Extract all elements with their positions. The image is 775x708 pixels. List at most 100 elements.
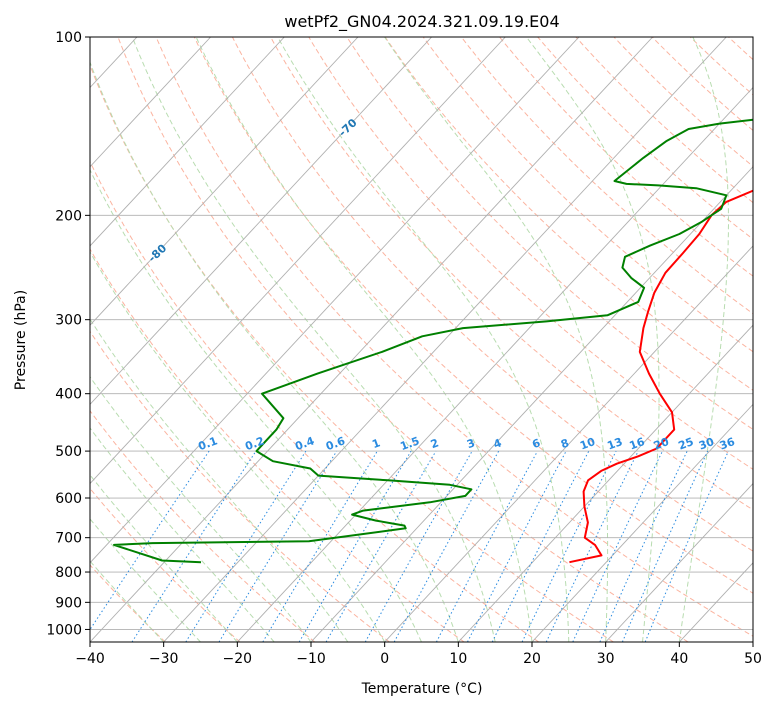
- moist-adiabat: [131, 37, 496, 642]
- y-tick-label: 1000: [46, 622, 82, 638]
- dry-adiabat: [231, 37, 753, 552]
- mixing-ratio-line: [521, 450, 617, 642]
- mixing-ratio-line: [131, 450, 257, 642]
- y-tick-label: 600: [55, 491, 82, 507]
- isotherm-line: [90, 37, 506, 485]
- isotherm-line: [90, 37, 653, 642]
- x-tick-label: −30: [149, 651, 179, 667]
- dry-adiabat: [461, 37, 753, 315]
- x-tick-label: 20: [523, 651, 541, 667]
- moist-adiabat: [90, 60, 459, 642]
- moist-adiabat: [90, 518, 201, 642]
- y-tick-label: 900: [55, 595, 82, 611]
- moist-adiabat: [277, 37, 570, 642]
- dry-adiabat: [155, 37, 753, 637]
- moist-adiabat: [195, 37, 533, 642]
- sounding-traces: [113, 118, 753, 564]
- mixing-ratio-label: 4: [492, 436, 504, 451]
- mixing-ratio-label: 1: [370, 436, 382, 451]
- isotherm-label-bg: [338, 120, 357, 133]
- mixing-ratio-label: 8: [559, 436, 571, 451]
- y-axis-label: Pressure (hPa): [13, 290, 29, 390]
- isotherm-line: [237, 86, 753, 642]
- isotherm-line: [310, 166, 753, 642]
- isotherm-line: [605, 482, 753, 642]
- mixing-ratio-line: [364, 450, 473, 642]
- y-tick-label: 400: [55, 387, 82, 403]
- y-tick-label: 200: [55, 208, 82, 224]
- moist-adiabat: [526, 37, 660, 642]
- moist-adiabat: [384, 37, 609, 642]
- x-tick-label: −20: [223, 651, 253, 667]
- background-lines: [90, 37, 753, 642]
- isotherm-line: [90, 37, 580, 564]
- isotherm-line: [384, 245, 753, 642]
- mixing-ratio-line: [393, 450, 500, 642]
- dry-adiabat: [270, 37, 753, 511]
- y-tick-label: 300: [55, 313, 82, 329]
- mixing-ratio-label: 1.5: [399, 434, 422, 453]
- isotherm-label-bg: [148, 245, 167, 258]
- isotherm-line: [90, 37, 432, 406]
- mixing-ratio-line: [218, 450, 338, 642]
- mixing-ratio-line: [621, 450, 709, 642]
- mixing-ratio-line: [644, 450, 729, 642]
- x-tick-label: 10: [449, 651, 467, 667]
- dry-adiabat: [90, 63, 614, 642]
- plot-frame: [89, 36, 754, 643]
- mixing-ratio-label: 0.6: [324, 434, 347, 453]
- mixing-ratio-label: 0.4: [293, 434, 316, 453]
- isotherm-line: [90, 37, 359, 326]
- moist-adiabat: [90, 474, 238, 642]
- mixing-ratio-label: 36: [718, 435, 737, 453]
- dry-adiabat: [537, 37, 753, 240]
- y-tick-label: 500: [55, 444, 82, 460]
- dry-adiabat: [90, 248, 465, 642]
- x-tick-label: −40: [75, 651, 105, 667]
- mixing-ratio-label: 0.2: [243, 434, 266, 453]
- mixing-ratio-label: 13: [606, 435, 625, 452]
- dry-adiabat: [90, 487, 241, 642]
- mixing-ratio-label: 20: [652, 435, 671, 453]
- mixing-ratio-label: 30: [697, 435, 716, 453]
- mixing-ratio-label: 2: [429, 436, 441, 451]
- dry-adiabat: [613, 37, 753, 167]
- isotherm-line: [458, 324, 753, 642]
- moist-adiabat: [678, 37, 729, 642]
- isotherm-line: [531, 403, 753, 642]
- mixing-ratio-label: 25: [677, 435, 696, 452]
- dry-adiabat: [384, 37, 753, 391]
- mixing-ratio-label: 0.1: [196, 434, 219, 453]
- y-tick-label: 100: [55, 30, 82, 46]
- isotherm-line: [90, 37, 211, 168]
- dry-adiabat: [575, 37, 753, 204]
- x-axis-label: Temperature (°C): [361, 681, 483, 697]
- mixing-ratio-label: 10: [578, 435, 597, 453]
- mixing-ratio-label: 6: [531, 436, 543, 451]
- axes-ticks: −40 −30 −20 −10 0 10 20 30 40 50 1000 900 800 700 600 5…: [46, 30, 762, 667]
- moist-adiabat: [90, 168, 422, 642]
- moist-adiabat: [90, 375, 312, 642]
- x-tick-label: 50: [744, 651, 762, 667]
- dry-adiabat: [308, 37, 753, 470]
- mixing-ratio-line: [435, 450, 538, 642]
- x-tick-label: 0: [380, 651, 389, 667]
- line-labels: 0.1 0.2 0.4 0.6 1 1.5 2 3 4 6 8 10 13 16 20 25 30 36-80-7…: [146, 116, 737, 453]
- chart-title: wetPf2_GN04.2024.321.09.19.E04: [284, 12, 559, 32]
- mixing-ratio-line: [491, 450, 590, 642]
- mixing-ratio-label: 3: [465, 436, 477, 451]
- isotherm-line: [90, 37, 285, 247]
- x-tick-label: −10: [296, 651, 326, 667]
- temperature-trace: [569, 189, 753, 564]
- mixing-ratio-line: [90, 450, 210, 631]
- mixing-ratio-line: [185, 450, 307, 642]
- y-tick-label: 800: [55, 565, 82, 581]
- dry-adiabat: [346, 37, 753, 430]
- dewpoint-trace: [113, 118, 753, 564]
- dry-adiabat: [422, 37, 753, 353]
- x-tick-label: 40: [670, 651, 688, 667]
- mixing-ratio-label: 16: [628, 435, 647, 453]
- x-tick-label: 30: [597, 651, 615, 667]
